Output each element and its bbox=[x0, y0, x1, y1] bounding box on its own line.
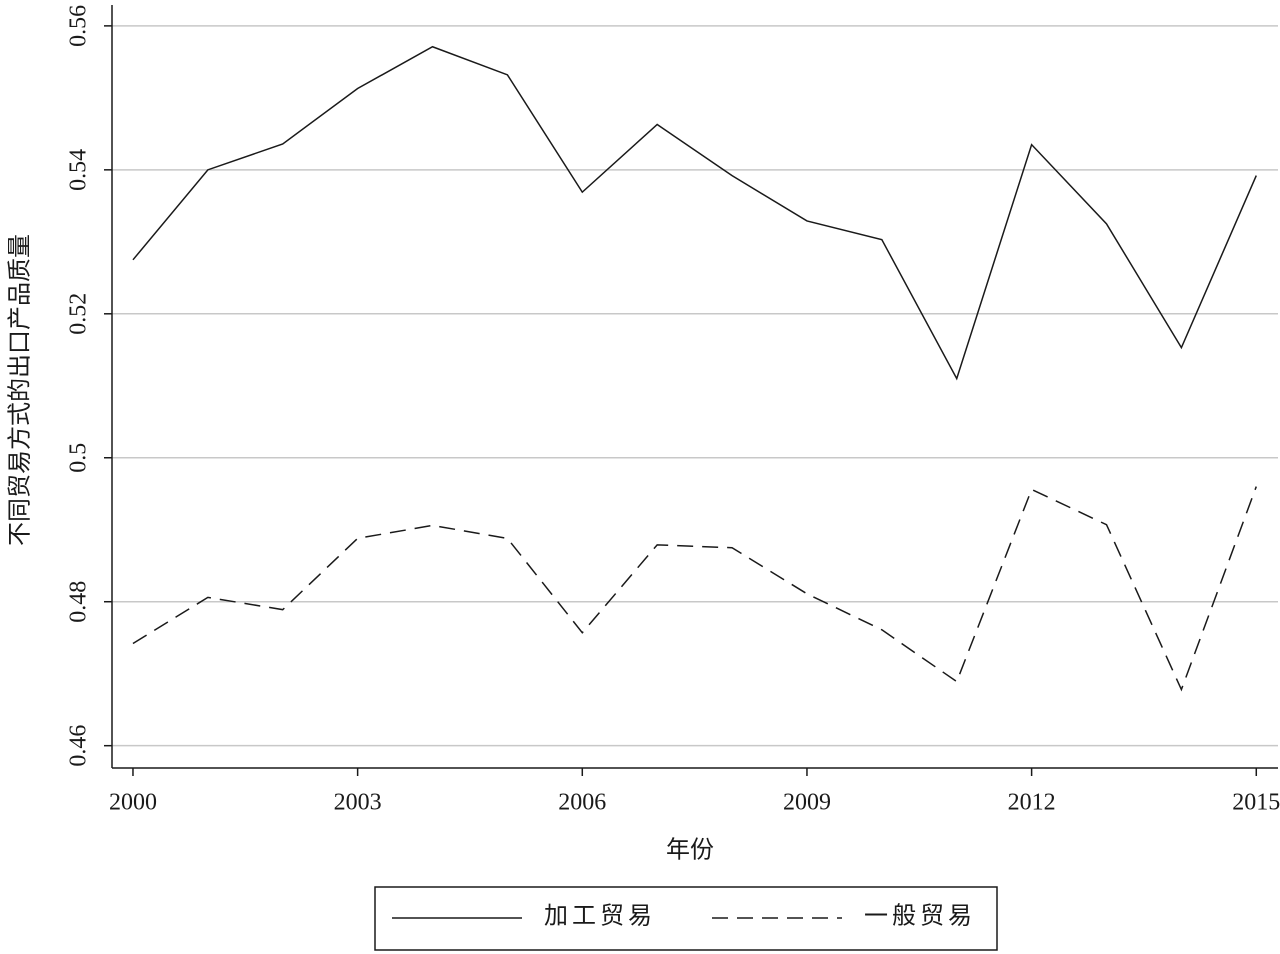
legend-label: 一般贸易 bbox=[864, 903, 976, 930]
x-tick-label: 2003 bbox=[334, 790, 382, 816]
y-tick-label: 0.56 bbox=[66, 5, 92, 47]
x-tick-label: 2000 bbox=[109, 790, 157, 816]
x-tick-label: 2006 bbox=[558, 790, 606, 816]
x-tick-label: 2015 bbox=[1232, 790, 1280, 816]
data-line bbox=[132, 45, 1257, 381]
y-axis-label: 不同贸易方式的出口产品质量 bbox=[7, 234, 34, 546]
y-tick-label: 0.5 bbox=[66, 443, 92, 473]
y-tick-label: 0.54 bbox=[66, 149, 92, 191]
x-axis-label: 年份 bbox=[666, 837, 714, 864]
legend-box bbox=[374, 886, 998, 951]
legend-label: 加工贸易 bbox=[544, 903, 656, 930]
x-tick-label: 2009 bbox=[783, 790, 831, 816]
data-line bbox=[132, 486, 1257, 692]
y-tick-label: 0.52 bbox=[66, 293, 92, 335]
x-tick-label: 2012 bbox=[1008, 790, 1056, 816]
y-tick-label: 0.48 bbox=[66, 581, 92, 623]
y-tick-label: 0.46 bbox=[66, 725, 92, 767]
